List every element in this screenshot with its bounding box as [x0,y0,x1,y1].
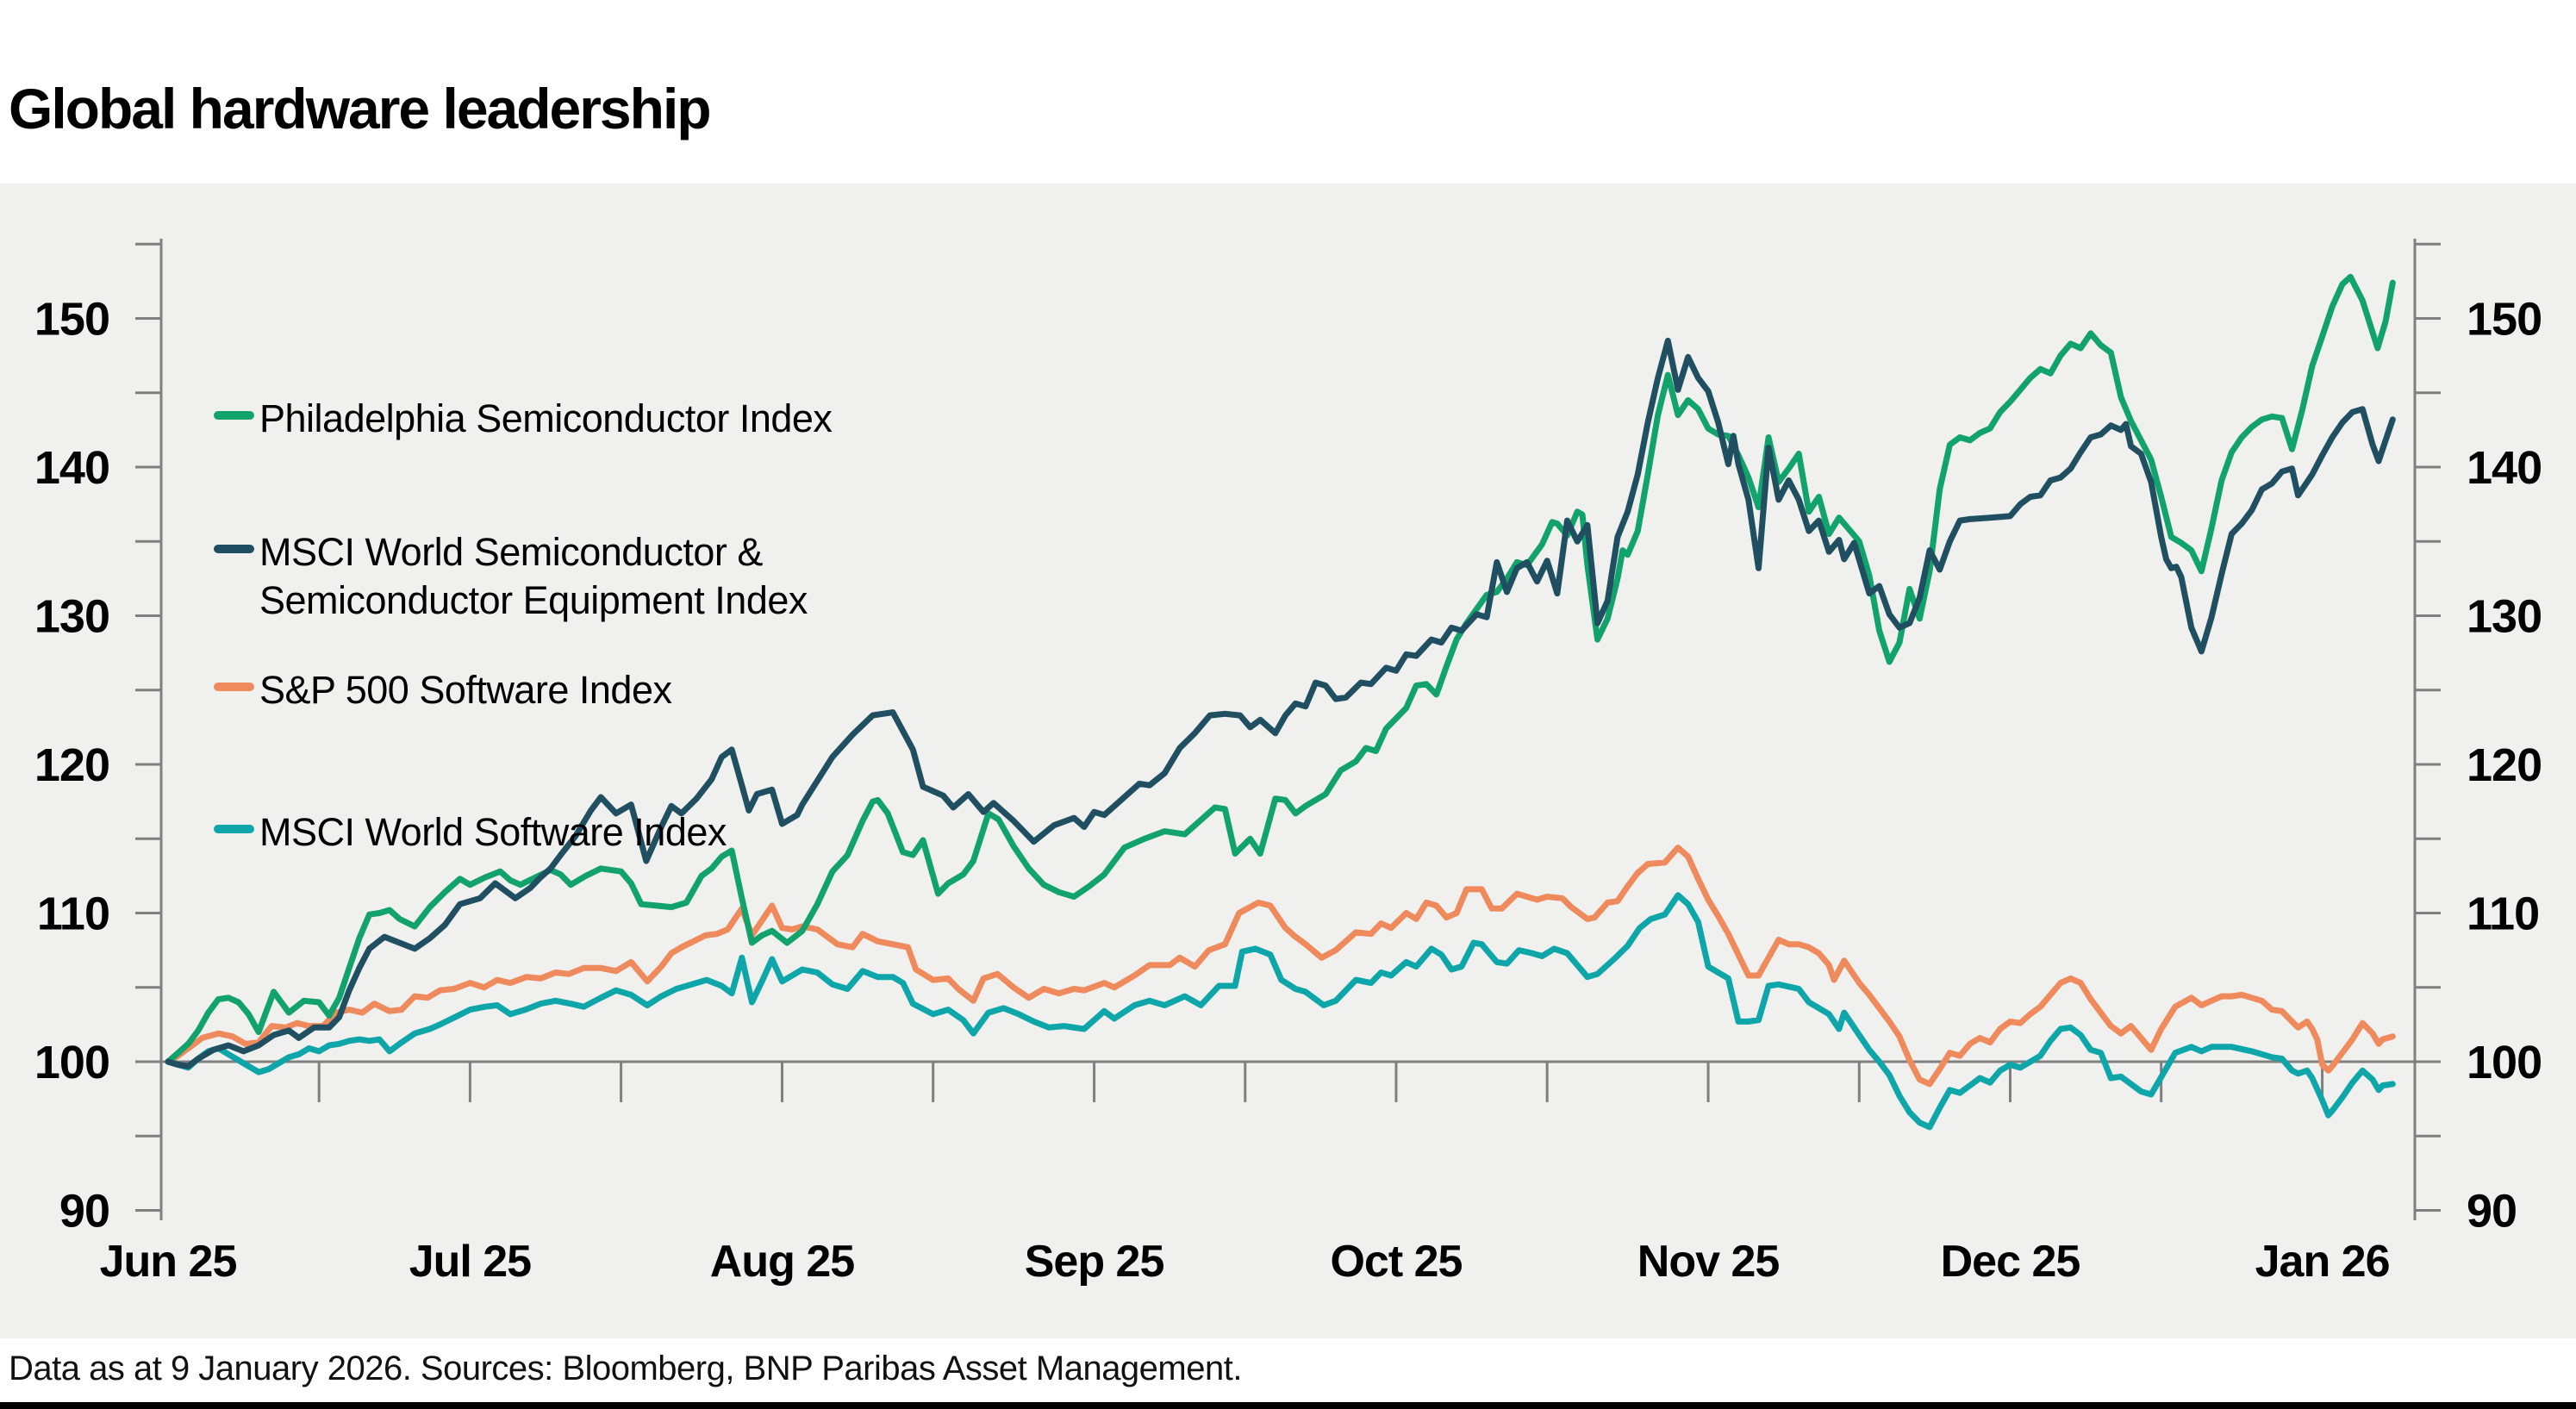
line-chart: 90 90 100 100 110 110 120 120 130 130 140 140 150 150… [34,239,2542,1287]
x-axis-month-label: Oct 25 [1330,1237,1462,1287]
x-axis-month-label: Jun 25 [100,1237,237,1287]
x-axis-month-label: Jul 25 [409,1237,531,1287]
source-note: Data as at 9 January 2026. Sources: Bloo… [9,1350,1242,1387]
y-axis-tick-label-left: 100 [34,1037,109,1088]
y-axis-tick-label-right: 120 [2467,739,2542,791]
bottom-divider [0,1402,2576,1409]
x-axis-month-label: Aug 25 [710,1237,854,1287]
series-line-3 [165,337,2396,1069]
y-axis-tick-label-left: 130 [34,591,109,643]
y-axis-tick-label-right: 110 [2467,888,2539,940]
series-line-1 [165,892,2396,1131]
y-axis-tick-label-left: 90 [59,1186,109,1238]
y-axis-tick-label-left: 120 [34,739,109,791]
y-axis-tick-label-left: 140 [34,442,109,494]
y-axis-tick-label-right: 90 [2467,1186,2517,1238]
page-title: Global hardware leadership [9,77,712,140]
chart-area: 90 90 100 100 110 110 120 120 130 130 140 140 150 150… [0,184,2576,1338]
series-line-2 [165,273,2396,1065]
series-line-0 [165,845,2396,1088]
x-axis-month-label: Nov 25 [1637,1237,1780,1287]
y-axis-tick-label-right: 130 [2467,591,2542,643]
x-axis-month-label: Dec 25 [1941,1237,2080,1287]
y-axis-tick-label-right: 100 [2467,1037,2542,1088]
x-axis-month-label: Sep 25 [1025,1237,1164,1287]
y-axis-tick-label-right: 140 [2467,442,2542,494]
y-axis-tick-label-left: 110 [37,888,109,940]
y-axis-tick-label-right: 150 [2467,294,2542,346]
y-axis-tick-label-left: 150 [34,294,109,346]
x-axis-month-label: Jan 26 [2255,1237,2390,1287]
